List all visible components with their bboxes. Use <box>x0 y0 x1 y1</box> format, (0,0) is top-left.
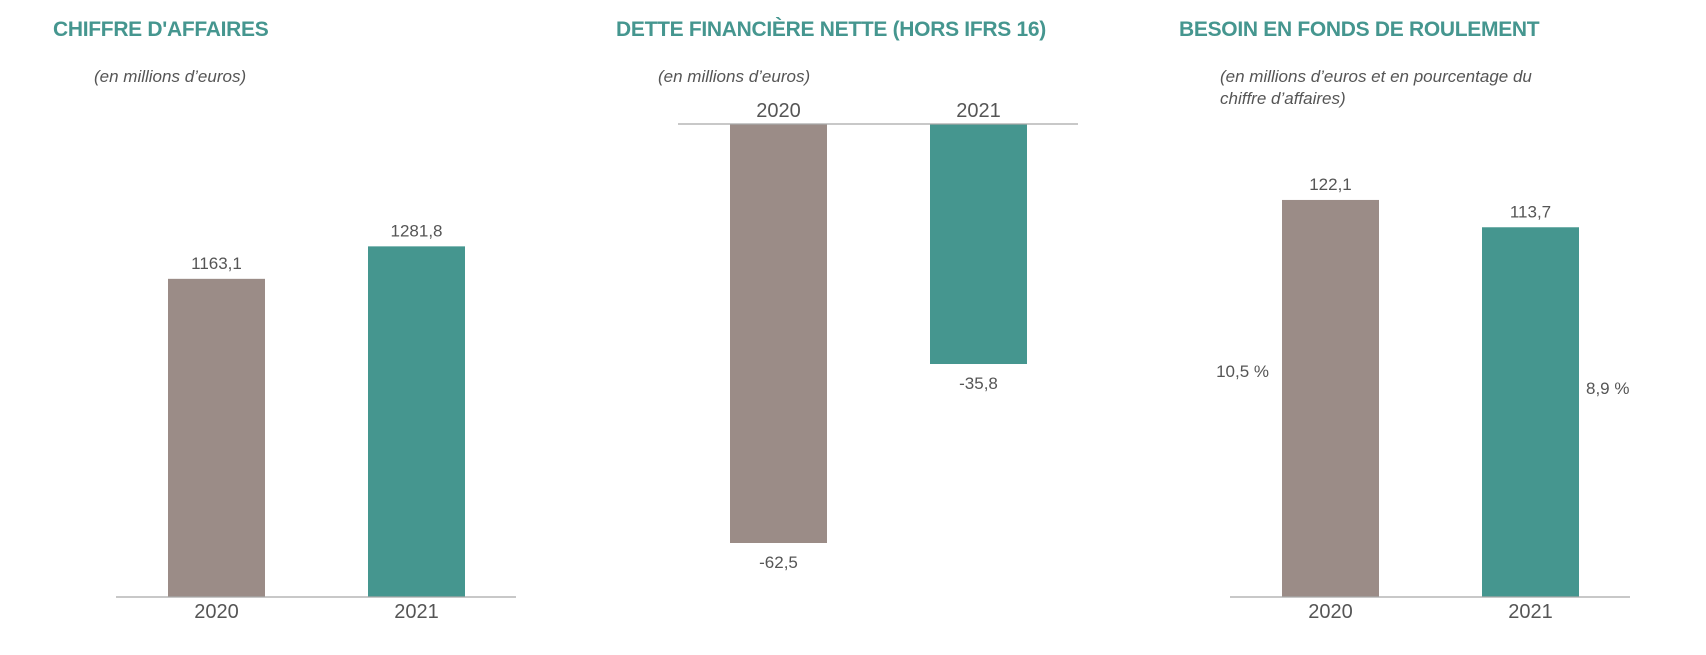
bar-2020 <box>168 278 265 597</box>
x-tick-label: 2021 <box>956 100 1001 122</box>
chart-title: DETTE FINANCIÈRE NETTE (HORS IFRS 16) <box>616 18 1046 41</box>
revenue-bar-chart: 1163,1 2020 1281,8 2021 <box>116 221 516 623</box>
x-tick-label: 2021 <box>1508 601 1553 623</box>
x-tick-label: 2020 <box>194 601 239 623</box>
bar-2020 <box>730 124 827 543</box>
chart-panel-revenue: CHIFFRE D'AFFAIRES (en millions d’euros)… <box>0 0 560 655</box>
working-capital-bar-chart: 122,1 2020 10,5 % 113,7 2021 8,9 % <box>1216 175 1630 623</box>
data-label: 1163,1 <box>191 254 242 273</box>
data-label: -62,5 <box>759 553 798 572</box>
chart-title: CHIFFRE D'AFFAIRES <box>53 18 269 41</box>
percent-label: 10,5 % <box>1216 362 1269 381</box>
net-debt-bar-chart: -62,5 2020 -35,8 2021 <box>678 100 1078 572</box>
chart-title: BESOIN EN FONDS DE ROULEMENT <box>1179 18 1540 41</box>
bar-2021 <box>930 124 1027 365</box>
bar-2021 <box>1482 227 1579 597</box>
bar-2020 <box>1282 199 1379 597</box>
chart-panel-net-debt: DETTE FINANCIÈRE NETTE (HORS IFRS 16) (e… <box>560 0 1120 655</box>
bar-2021 <box>368 246 465 598</box>
chart-subtitle: (en millions d’euros) <box>94 67 247 86</box>
x-tick-label: 2020 <box>756 100 801 122</box>
data-label: -35,8 <box>959 374 998 393</box>
data-label: 113,7 <box>1510 202 1551 221</box>
chart-subtitle: (en millions d’euros) <box>658 67 811 86</box>
chart-panel-working-capital: BESOIN EN FONDS DE ROULEMENT (en million… <box>1120 0 1706 655</box>
chart-subtitle: (en millions d’euros et en pourcentage d… <box>1220 67 1532 108</box>
percent-label: 8,9 % <box>1586 379 1629 398</box>
x-tick-label: 2020 <box>1308 601 1353 623</box>
data-label: 122,1 <box>1309 175 1352 194</box>
data-label: 1281,8 <box>391 221 443 240</box>
x-tick-label: 2021 <box>394 601 439 623</box>
